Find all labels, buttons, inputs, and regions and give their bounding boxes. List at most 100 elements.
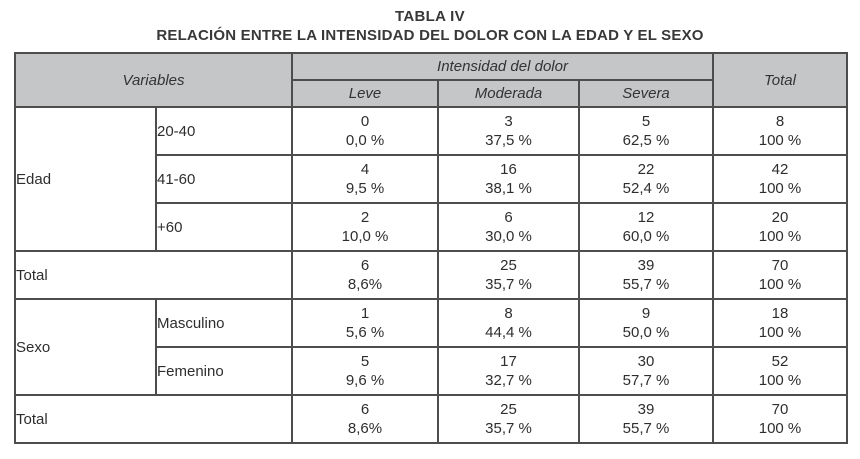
percent: 60,0 %	[622, 228, 670, 245]
count: 5	[360, 353, 370, 370]
count: 6	[504, 209, 513, 226]
percent: 100 %	[758, 276, 802, 293]
count: 30	[637, 353, 655, 370]
table-row-sexo-masculino: Sexo Masculino 1 5,6 % 8 44,4 % 9 50,0 %…	[14, 298, 849, 396]
count: 52	[771, 353, 789, 370]
cell-edad-total-leve: 6 8,6%	[291, 250, 440, 300]
cell-edad-60plus-moderada: 6 30,0 %	[437, 202, 581, 252]
percent: 8,6%	[347, 276, 383, 293]
count: 39	[637, 257, 655, 274]
percent: 100 %	[758, 372, 802, 389]
count: 6	[360, 257, 370, 274]
percent: 62,5 %	[622, 132, 670, 149]
count: 70	[771, 401, 789, 418]
percent: 30,0 %	[485, 228, 532, 245]
cell-sexo-femenino-leve: 5 9,6 %	[291, 346, 440, 396]
header-moderada: Moderada	[437, 79, 581, 108]
percent: 100 %	[758, 420, 802, 437]
count: 5	[641, 113, 651, 130]
count: 9	[641, 305, 651, 322]
count: 39	[637, 401, 655, 418]
cell-sexo-total-total: 70 100 %	[712, 394, 849, 444]
group-label-20-40: 20-40	[154, 106, 294, 156]
cell-edad-20-40-total: 8 100 %	[712, 106, 849, 156]
row-label-sexo: Sexo	[14, 298, 157, 396]
group-label-femenino: Femenino	[154, 346, 294, 396]
percent: 0,0 %	[345, 132, 385, 149]
percent: 50,0 %	[622, 324, 670, 341]
table-row-edad-41-60: 41-60 4 9,5 % 16 38,1 % 22 52,4 % 42 100…	[15, 154, 849, 204]
row-label-edad-total: Total	[13, 250, 294, 300]
cell-edad-60plus-severa: 12 60,0 %	[578, 202, 715, 252]
percent: 57,7 %	[622, 372, 670, 389]
count: 17	[500, 353, 517, 370]
percent: 100 %	[758, 228, 802, 245]
header-severa: Severa	[578, 79, 715, 108]
percent: 38,1 %	[485, 180, 532, 197]
count: 16	[500, 161, 517, 178]
cell-sexo-total-severa: 39 55,7 %	[578, 394, 715, 444]
count: 18	[771, 305, 789, 322]
count: 0	[360, 113, 370, 130]
row-label-edad: Edad	[14, 106, 157, 252]
cell-edad-20-40-moderada: 3 37,5 %	[437, 106, 581, 156]
group-label-41-60: 41-60	[154, 154, 294, 204]
cell-edad-41-60-leve: 4 9,5 %	[291, 154, 440, 204]
percent: 32,7 %	[485, 372, 532, 389]
cell-sexo-masculino-severa: 9 50,0 %	[578, 298, 715, 348]
percent: 100 %	[758, 324, 802, 341]
cell-sexo-masculino-leve: 1 5,6 %	[291, 298, 440, 348]
percent: 52,4 %	[622, 180, 670, 197]
count: 3	[504, 113, 513, 130]
cell-sexo-femenino-severa: 30 57,7 %	[578, 346, 715, 396]
header-row-2: Leve Moderada Severa	[15, 79, 847, 108]
cell-sexo-masculino-total: 18 100 %	[712, 298, 849, 348]
header-total: Total	[712, 52, 849, 108]
count: 70	[771, 257, 789, 274]
percent: 35,7 %	[485, 276, 532, 293]
count: 8	[504, 305, 513, 322]
cell-edad-20-40-severa: 5 62,5 %	[578, 106, 715, 156]
percent: 37,5 %	[485, 132, 532, 149]
count: 8	[775, 113, 785, 130]
cell-edad-60plus-total: 20 100 %	[712, 202, 849, 252]
table-title: TABLA IV	[395, 8, 465, 25]
count: 42	[771, 161, 789, 178]
row-label-sexo-total: Total	[13, 394, 294, 444]
group-label-60plus: +60	[154, 202, 294, 252]
cell-edad-total-severa: 39 55,7 %	[578, 250, 715, 300]
cell-edad-total-moderada: 25 35,7 %	[437, 250, 581, 300]
count: 6	[360, 401, 370, 418]
percent: 8,6%	[347, 420, 383, 437]
cell-sexo-total-leve: 6 8,6%	[291, 394, 440, 444]
count: 1	[360, 305, 370, 322]
count: 12	[637, 209, 655, 226]
percent: 9,6 %	[345, 372, 385, 389]
cell-sexo-masculino-moderada: 8 44,4 %	[437, 298, 581, 348]
table-row-edad-60plus: +60 2 10,0 % 6 30,0 % 12 60,0 % 20 100 %	[15, 202, 849, 252]
percent: 100 %	[758, 132, 802, 149]
cell-edad-total-total: 70 100 %	[712, 250, 849, 300]
count: 20	[771, 209, 789, 226]
header-intensity-group: Intensidad del dolor	[291, 52, 715, 81]
group-label-masculino: Masculino	[154, 298, 294, 348]
cell-sexo-femenino-total: 52 100 %	[712, 346, 849, 396]
cell-sexo-total-moderada: 25 35,7 %	[437, 394, 581, 444]
table-subtitle: RELACIÓN ENTRE LA INTENSIDAD DEL DOLOR C…	[156, 27, 704, 44]
cell-edad-41-60-severa: 22 52,4 %	[578, 154, 715, 204]
count: 22	[637, 161, 655, 178]
title-block: TABLA IV RELACIÓN ENTRE LA INTENSIDAD DE…	[0, 0, 860, 44]
cell-edad-41-60-moderada: 16 38,1 %	[437, 154, 581, 204]
count: 25	[500, 257, 517, 274]
cell-edad-60plus-leve: 2 10,0 %	[291, 202, 440, 252]
cell-edad-41-60-total: 42 100 %	[712, 154, 849, 204]
count: 4	[360, 161, 370, 178]
percent: 100 %	[758, 180, 802, 197]
table-row-edad-total: Total 6 8,6% 25 35,7 % 39 55,7 % 70 100 …	[13, 250, 849, 300]
count: 25	[500, 401, 517, 418]
percent: 9,5 %	[345, 180, 385, 197]
table-row-sexo-total: Total 6 8,6% 25 35,7 % 39 55,7 % 70 100 …	[13, 394, 849, 444]
cell-sexo-femenino-moderada: 17 32,7 %	[437, 346, 581, 396]
table-row-sexo-femenino: Femenino 5 9,6 % 17 32,7 % 30 57,7 % 52 …	[15, 346, 849, 396]
header-row-1: Variables Intensidad del dolor Total	[13, 52, 849, 108]
